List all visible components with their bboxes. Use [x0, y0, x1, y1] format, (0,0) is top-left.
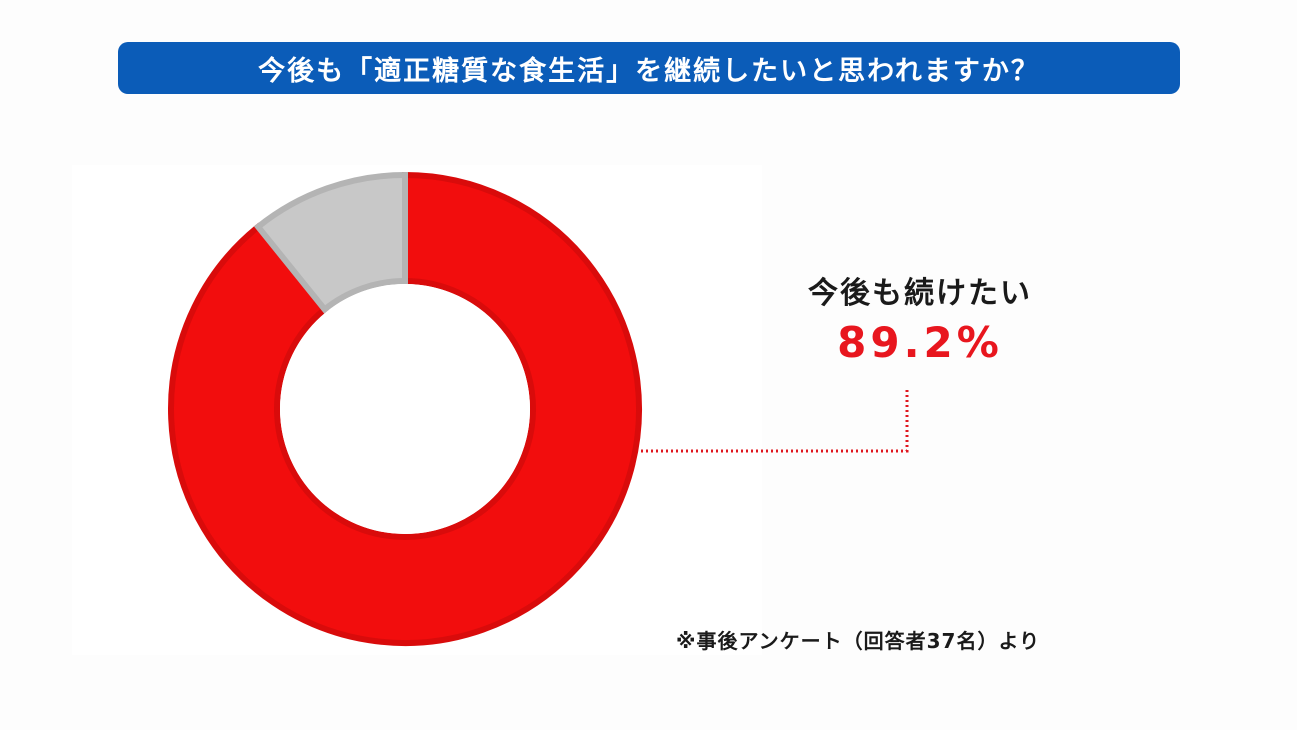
chart-panel [72, 165, 909, 655]
donut-hole [280, 284, 530, 534]
chart-title: 今後も「適正糖質な食生活」を継続したいと思われますか？ [258, 55, 1040, 87]
title-bar: 今後も「適正糖質な食生活」を継続したいと思われますか？ [118, 42, 1180, 94]
callout-value: 89.2% [837, 318, 1003, 367]
callout-leader-line [641, 390, 909, 453]
donut-slice-0 [168, 171, 642, 646]
callout-label: 今後も続けたい [808, 276, 1032, 311]
donut-slice-1 [253, 171, 408, 314]
footnote: ※事後アンケート（回答者37名）より [676, 629, 1041, 653]
donut-chart [168, 171, 909, 646]
